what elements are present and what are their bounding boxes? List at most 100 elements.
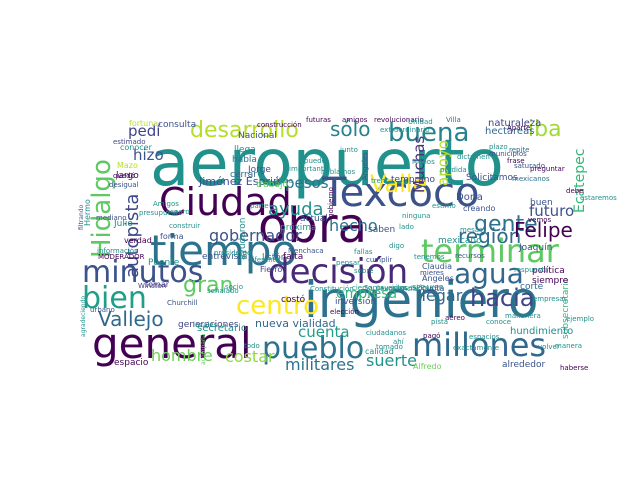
cloud-word: cierto (352, 284, 372, 292)
cloud-word: pueblo (262, 331, 364, 366)
cloud-word: construcción (257, 121, 302, 129)
cloud-word: siempre (532, 276, 569, 286)
cloud-word: Menchaca (288, 247, 324, 255)
cloud-word: socio (225, 283, 243, 291)
cloud-word: hecho (329, 216, 378, 235)
cloud-word: ocasión (400, 284, 427, 292)
cloud-word: Ecatepec (572, 149, 588, 213)
cloud-word: Constitución (310, 285, 354, 293)
cloud-word: Ángeles (422, 272, 454, 283)
cloud-word: dictamen (457, 153, 490, 161)
cloud-word: trabajo (256, 180, 288, 190)
cloud-word: pérdida (440, 166, 467, 174)
cloud-word: alrededor (502, 360, 546, 370)
cloud-word: llega (234, 145, 256, 155)
cloud-word: espero (166, 208, 190, 216)
cloud-word: Winston (138, 282, 166, 290)
cloud-word: obra (258, 198, 367, 254)
cloud-word: centro (236, 291, 319, 321)
cloud-word: preguntar (530, 165, 565, 173)
cloud-word: Joaquín (518, 243, 552, 253)
cloud-word: futuras (306, 116, 331, 124)
cloud-word: Santa (364, 284, 384, 292)
cloud-word: haberse (560, 364, 588, 372)
cloud-word: respuesta (514, 266, 549, 274)
cloud-word: hacia (470, 284, 535, 312)
cloud-word: Valle (370, 170, 427, 198)
cloud-word: tomado (376, 343, 403, 351)
cloud-word: mexicano (438, 236, 482, 246)
cloud-word: secretario (197, 323, 247, 334)
cloud-word: extraordinario (380, 126, 430, 134)
cloud-word: vemos (528, 216, 552, 224)
cloud-word: manera (555, 342, 582, 350)
cloud-word: generaciones (178, 320, 239, 330)
cloud-word: todo (244, 342, 260, 350)
cloud-word: Hidalgo (87, 159, 117, 258)
cloud-word: pedí (128, 122, 161, 140)
cloud-word: Doria (456, 192, 483, 203)
cloud-word: pagó (423, 332, 440, 340)
cloud-word: costar (225, 347, 275, 366)
cloud-word: región (458, 224, 521, 248)
cloud-word: urbano (90, 306, 115, 314)
cloud-word: inversión (335, 296, 376, 307)
cloud-word: conoce (486, 318, 511, 326)
cloud-word: Aparte (507, 124, 530, 132)
cloud-word: sólo (330, 117, 370, 141)
cloud-word: estimado (113, 138, 145, 146)
cloud-word: recursos (455, 252, 485, 260)
cloud-word: espacios (469, 333, 500, 341)
cloud-word: Vallejo (98, 307, 164, 331)
cloud-word: usuarios (376, 284, 406, 292)
cloud-word: presupuesto (139, 209, 182, 217)
cloud-word: Jiménez Espriú (198, 175, 280, 188)
cloud-word: corte (520, 282, 544, 292)
cloud-word: revolucionario (374, 116, 424, 124)
cloud-word: agua (454, 257, 524, 290)
cloud-word: dicho (274, 177, 293, 185)
cloud-word: ninguna (402, 212, 430, 220)
cloud-word: tren (371, 177, 385, 185)
cloud-word: próxima (280, 222, 317, 233)
cloud-word: desarrollo (190, 118, 299, 143)
cloud-word: saben (368, 225, 395, 235)
cloud-word: Julio (113, 219, 133, 229)
cloud-word: política (532, 266, 565, 276)
cloud-word: hablamos (321, 168, 356, 176)
cloud-word: puede (304, 157, 326, 165)
cloud-word: saturado (514, 162, 545, 170)
cloud-word: ciudadanos (366, 329, 406, 337)
cloud-word: consulta (158, 120, 196, 130)
cloud-word: volver (538, 343, 560, 351)
cloud-word: exactamente (453, 344, 499, 352)
cloud-word: Felipe (514, 218, 573, 242)
cloud-word: Villa (446, 116, 461, 124)
cloud-word: Amigos (153, 200, 179, 208)
cloud-word: cumplir (366, 256, 392, 264)
cloud-word: calidad (365, 347, 394, 356)
cloud-word: buena (388, 118, 469, 148)
cloud-word: desigual (109, 181, 139, 189)
cloud-word: costó (281, 294, 306, 305)
cloud-word: apoyo (434, 140, 452, 186)
cloud-word: hundimiento (510, 326, 573, 337)
cloud-word: Mazo (117, 161, 138, 170)
cloud-word: aeropuerto (150, 127, 504, 201)
cloud-word: espacio (114, 358, 149, 368)
cloud-word: forma (160, 232, 184, 241)
cloud-word: presidente (214, 249, 251, 257)
cloud-word: mieres (420, 269, 444, 277)
cloud-word: construir (169, 222, 200, 230)
cloud-word: Solicitamos (466, 173, 518, 183)
cloud-word: aéreo (445, 314, 465, 322)
cloud-word: conocer (120, 143, 153, 152)
cloud-panel (80, 114, 591, 367)
cloud-word: cuota (422, 284, 445, 293)
cloud-word: MODERADOR (98, 253, 145, 261)
cloud-word: municipios (489, 150, 527, 158)
cloud-word: buen (530, 198, 553, 208)
cloud-word: tenemos (414, 253, 445, 261)
